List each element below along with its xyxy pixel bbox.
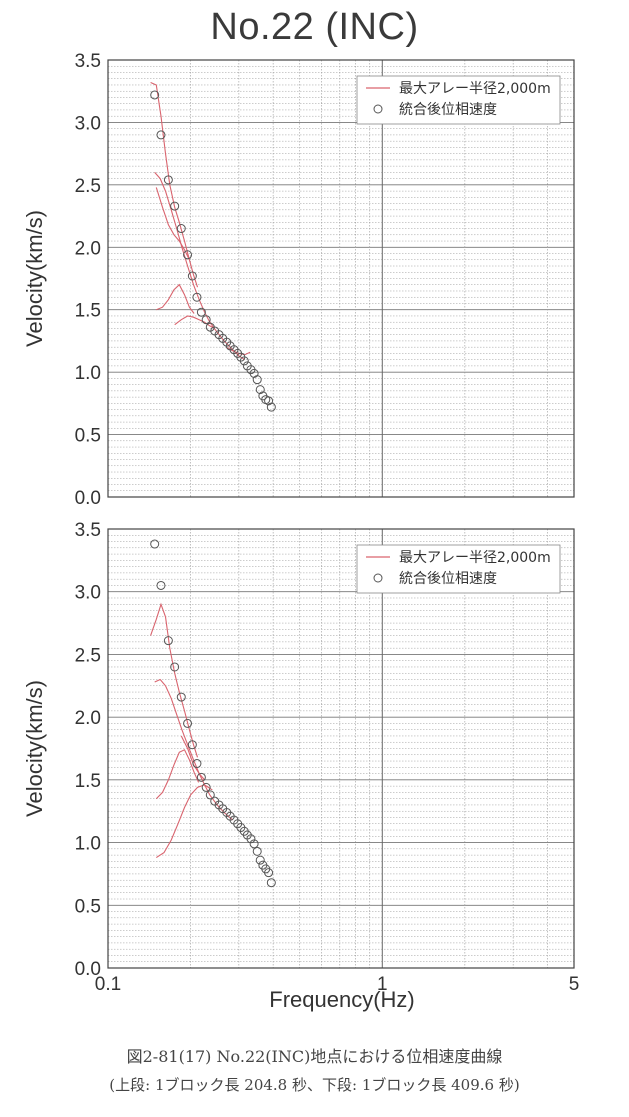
phase-velocity-point	[249, 839, 259, 849]
dispersion-curve-4	[156, 784, 213, 859]
phase-velocity-point	[192, 759, 202, 769]
dispersion-curve-2	[154, 678, 234, 821]
phase-velocity-point	[156, 580, 166, 590]
phase-velocity-point	[187, 271, 197, 281]
chart-panel-bottom: 0.0 0.5 1.0 1.5 2.0 2.5 3.0 3.5 Velocity(km/s) 0.…	[22, 520, 579, 1012]
y-tick-label: 1.5	[75, 771, 101, 792]
dispersion-curve-2	[154, 172, 246, 361]
phase-velocity-point	[150, 90, 160, 100]
y-tick-label: 2.5	[75, 176, 101, 197]
legend-entry-integrated: 統合後位相速度	[399, 571, 497, 587]
y-tick-label: 3.0	[75, 113, 101, 134]
phase-velocity-point	[196, 772, 206, 782]
phase-velocity-point	[183, 718, 193, 728]
phase-velocity-point	[246, 834, 256, 844]
phase-velocity-point	[176, 692, 186, 702]
x-axis-label: Frequency(Hz)	[269, 987, 414, 1012]
phase-velocity-point	[170, 662, 180, 672]
dispersion-curve-3	[155, 749, 200, 800]
phase-velocity-point	[264, 396, 274, 406]
y-tick-label: 0.0	[75, 488, 101, 509]
phase-velocity-point	[196, 307, 206, 317]
phase-velocity-point	[201, 315, 211, 325]
y-tick-label: 2.0	[75, 238, 101, 259]
phase-velocity-point	[239, 356, 249, 366]
dispersion-curve-1	[150, 81, 199, 288]
phase-velocity-point	[183, 250, 193, 260]
phase-velocity-point	[201, 782, 211, 792]
y-tick-label: 1.5	[75, 301, 101, 322]
y-tick-label: 0.0	[75, 959, 101, 980]
y-tick-label: 0.5	[75, 896, 101, 917]
y-tick-label: 3.5	[75, 520, 101, 541]
phase-velocity-point	[156, 130, 166, 140]
figure-caption-note: (上段: 1ブロック長 204.8 秒、下段: 1ブロック長 409.6 秒)	[109, 1076, 520, 1094]
phase-velocity-point	[264, 868, 274, 878]
legend-box	[356, 75, 561, 125]
phase-velocity-point	[187, 740, 197, 750]
phase-velocity-point	[252, 375, 262, 385]
dispersion-curve-5	[174, 315, 215, 329]
y-tick-label: 1.0	[75, 363, 101, 384]
y-tick-label: 2.5	[75, 645, 101, 666]
y-axis-label: Velocity(km/s)	[22, 680, 47, 817]
y-tick-label: 2.0	[75, 708, 101, 729]
phase-velocity-point	[176, 224, 186, 234]
dispersion-curve-4	[156, 283, 195, 314]
dispersion-curve-3	[155, 187, 190, 261]
phase-velocity-point	[255, 855, 265, 865]
legend-box	[356, 544, 561, 594]
phase-velocity-point	[192, 292, 202, 302]
legend-entry-integrated: 統合後位相速度	[399, 102, 497, 118]
y-tick-label: 3.0	[75, 583, 101, 604]
phase-velocity-point	[150, 539, 160, 549]
legend-point-swatch	[373, 573, 383, 583]
plot-frame	[107, 59, 575, 498]
legend-entry-array: 最大アレー半径2,000m	[399, 550, 551, 566]
dispersion-curve-1	[150, 602, 199, 758]
legend-point-swatch	[373, 104, 383, 114]
x-tick-label: 5	[569, 974, 580, 995]
y-tick-label: 3.5	[75, 51, 101, 72]
phase-velocity-point	[170, 201, 180, 211]
phase-velocity-point	[266, 878, 276, 888]
y-tick-label: 1.0	[75, 834, 101, 855]
x-tick-label: 0.1	[95, 974, 121, 995]
chart-title: No.22 (INC)	[210, 6, 419, 48]
x-tick-label: 1	[377, 974, 388, 995]
phase-velocity-point	[163, 636, 173, 646]
phase-velocity-point	[205, 790, 215, 800]
phase-velocity-point	[266, 402, 276, 412]
legend-entry-array: 最大アレー半径2,000m	[399, 81, 551, 97]
chart-panel-top: 0.0 0.5 1.0 1.5 2.0 2.5 3.0 3.5 Velocity(km/s) 最大…	[22, 51, 575, 509]
figure-caption: 図2-81(17) No.22(INC)地点における位相速度曲線	[126, 1047, 503, 1066]
phase-velocity-point	[163, 175, 173, 185]
phase-velocity-point	[255, 385, 265, 395]
phase-velocity-point	[252, 846, 262, 856]
y-tick-label: 0.5	[75, 426, 101, 447]
y-axis-label: Velocity(km/s)	[22, 210, 47, 347]
plot-frame	[107, 528, 575, 969]
